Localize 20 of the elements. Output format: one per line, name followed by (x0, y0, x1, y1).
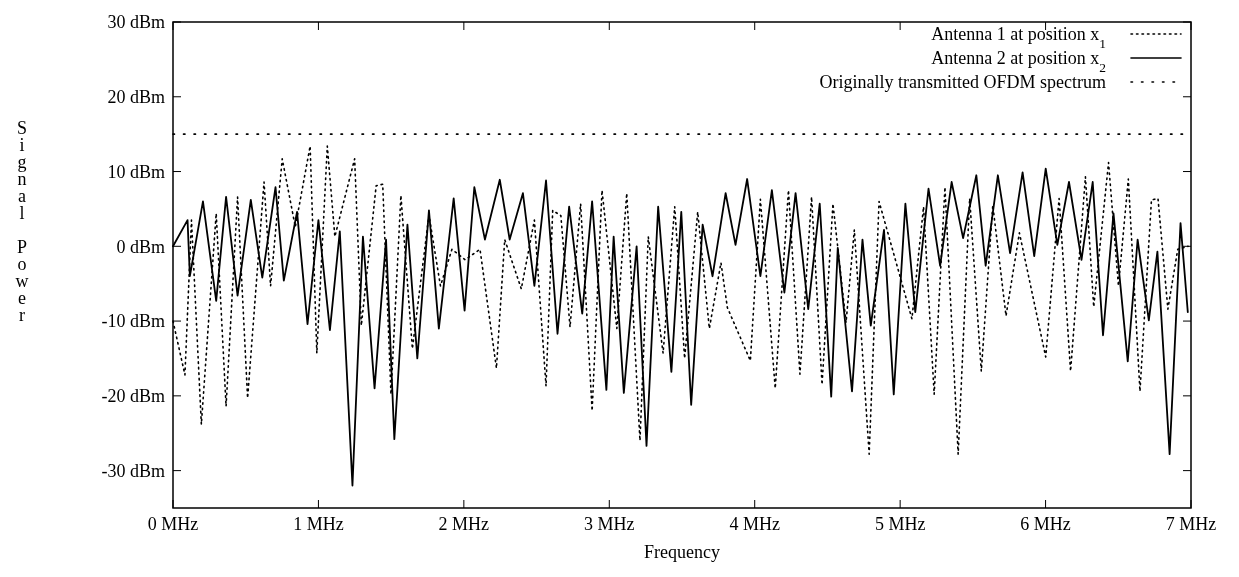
y-tick-label: -20 dBm (101, 386, 165, 407)
x-axis-title: Frequency (644, 542, 720, 562)
legend-label: Originally transmitted OFDM spectrum (819, 72, 1106, 93)
x-tick-label: 7 MHz (1165, 514, 1217, 534)
x-tick-label: 2 MHz (438, 514, 490, 534)
x-tick-label: 0 MHz (147, 514, 199, 534)
y-tick-label: -30 dBm (101, 460, 165, 481)
y-tick-label: -10 dBm (101, 311, 165, 332)
legend-label: Antenna 2 at position x$_{2}$ (931, 48, 1106, 75)
x-tick-label: 5 MHz (874, 514, 926, 534)
x-tick-label: 4 MHz (729, 514, 780, 534)
x-tick-label: 1 MHz (293, 514, 344, 534)
text: Signal Power (15, 118, 29, 326)
x-tick-label: 6 MHz (1020, 514, 1071, 534)
y-tick-label: 10 dBm (107, 161, 165, 182)
y-tick-label: 20 dBm (107, 87, 165, 108)
legend-label: Antenna 1 at position x$_{1}$ (931, 24, 1106, 51)
y-tick-label: 0 dBm (116, 236, 165, 257)
y-tick-label: 30 dBm (107, 12, 165, 33)
x-tick-label: 3 MHz (584, 514, 635, 534)
